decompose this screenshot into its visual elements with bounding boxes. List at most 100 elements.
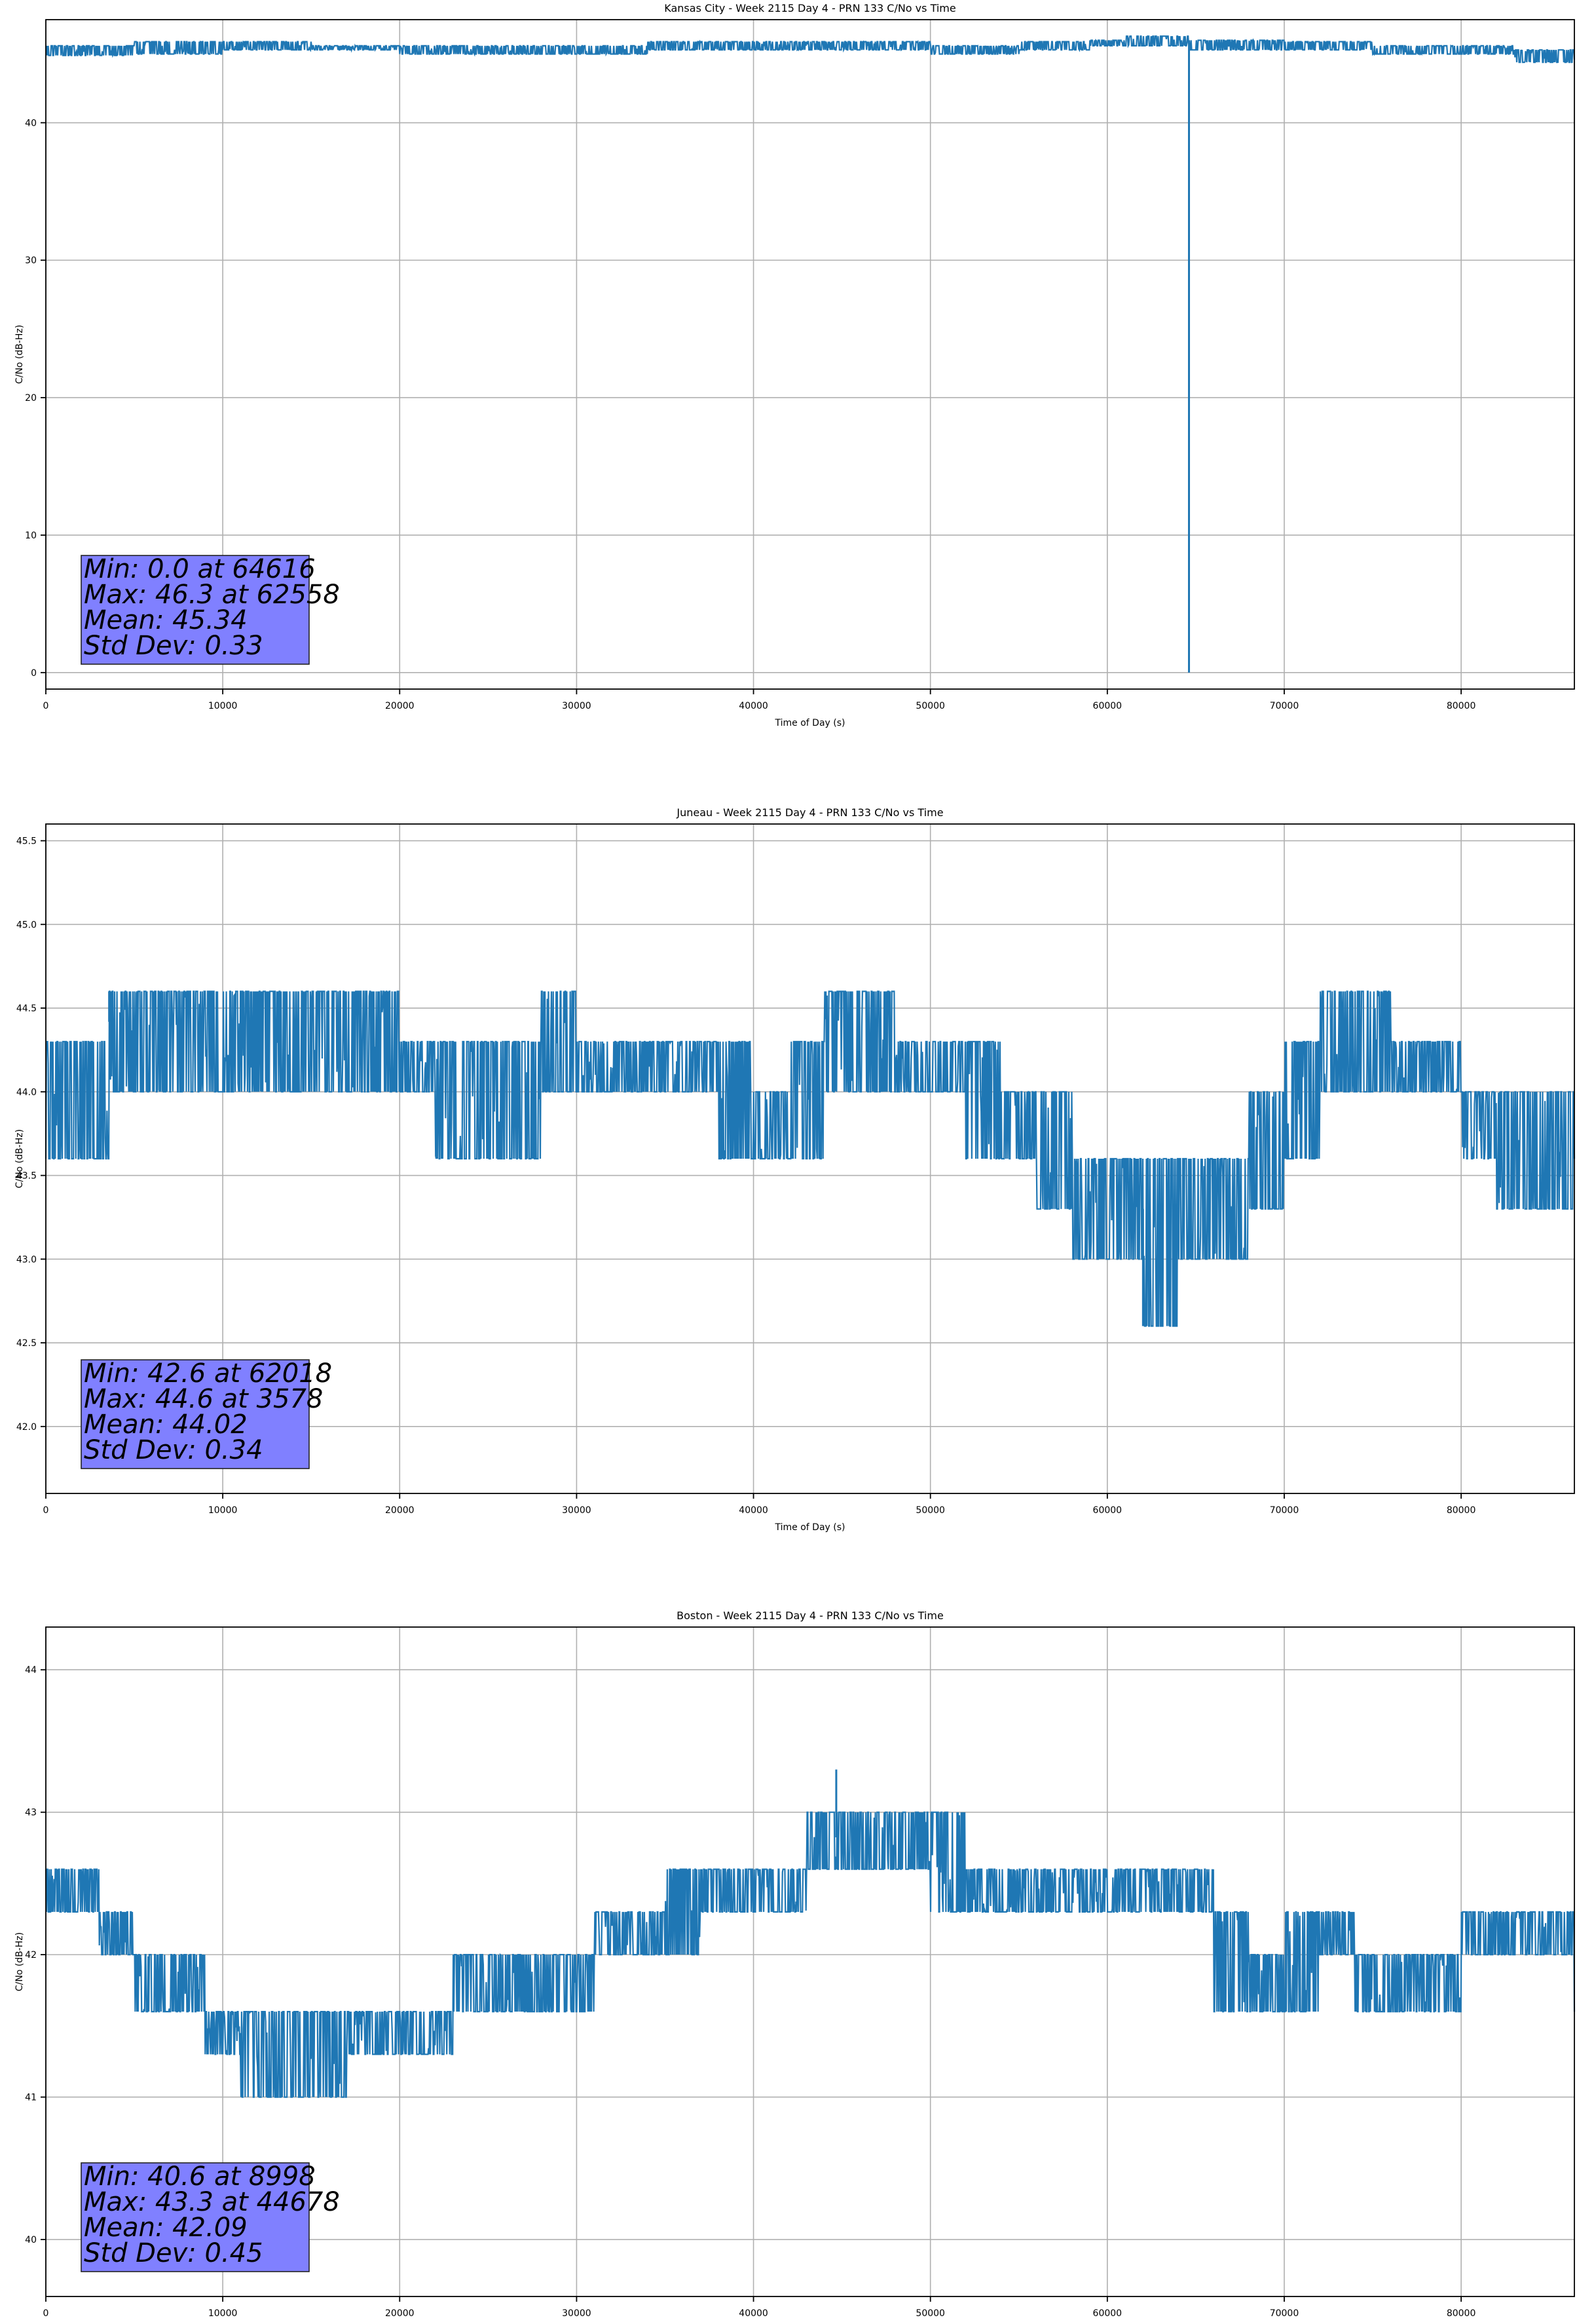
stats-min-text: Min: 0.0 at 64616 [84,554,316,584]
chart-kansas-city: 0 10000 20000 30000 40000 50000 60000 70000 8000… [14,2,1576,728]
data-point [98,1911,99,1912]
data-point [1319,1911,1320,1912]
data-point [399,1041,400,1042]
axes-frame [45,1626,1575,2297]
data-point [682,1041,683,1042]
stats-max-text: Max: 46.3 at 62558 [84,580,340,610]
y-tick-label: 43 [25,1808,37,1818]
y-axis-label: C/No (dB-Hz) [14,325,25,384]
x-tick-label: 0 [43,2308,49,2319]
data-point [1248,1158,1249,1159]
data-point [788,1091,789,1092]
data-point [1496,1911,1497,1912]
chart-title: Kansas City - Week 2115 Day 4 - PRN 133 … [664,2,955,14]
data-point [311,1041,312,1042]
stats-mean-text: Mean: 44.02 [84,1410,248,1440]
y-tick-label: 30 [25,255,37,266]
y-tick-label: 41 [25,2093,37,2103]
chart-title: Boston - Week 2115 Day 4 - PRN 133 C/No … [677,1609,944,1622]
data-point [859,1041,860,1042]
x-tick-label: 80000 [1447,2308,1476,2319]
y-tick-label: 44 [25,1665,37,1676]
data-point [824,1041,825,1042]
x-tick-label: 80000 [1447,701,1476,711]
x-tick-label: 10000 [208,1505,238,1516]
x-tick-label: 0 [43,1505,49,1516]
data-point [311,45,312,46]
data-point [576,1041,577,1042]
y-tick-label: 20 [25,393,37,403]
y-tick-label: 45.5 [16,836,37,847]
data-point [647,45,648,46]
x-tick-label: 40000 [739,701,768,711]
data-point [753,1158,754,1159]
data-point [1461,1911,1462,1912]
data-point [1195,45,1196,46]
x-tick-label: 20000 [385,701,415,711]
data-point [151,991,152,992]
y-tick-label: 43.5 [16,1171,37,1182]
y-tick-label: 42.5 [16,1338,37,1349]
data-point [1496,1158,1497,1159]
axes-frame [45,19,1575,690]
data-point [364,1041,365,1042]
x-tick-label: 70000 [1270,2308,1299,2319]
y-tick-label: 40 [25,2235,37,2245]
x-tick-label: 50000 [916,701,945,711]
chart-title: Juneau - Week 2115 Day 4 - PRN 133 C/No … [676,806,943,819]
stats-stddev-text: Std Dev: 0.34 [84,1435,263,1465]
data-point [1461,1158,1462,1159]
data-point [1514,55,1515,56]
stats-mean-text: Mean: 42.09 [84,2213,248,2243]
data-point [594,1911,595,1912]
x-tick-label: 50000 [916,2308,945,2319]
x-tick-label: 70000 [1270,701,1299,711]
x-tick-label: 50000 [916,1505,945,1516]
x-tick-label: 40000 [739,1505,768,1516]
stats-min-text: Min: 40.6 at 8998 [84,2162,316,2192]
data-point [1354,1041,1355,1042]
stats-min-text: Min: 42.6 at 62018 [84,1359,332,1389]
stats-stddev-text: Std Dev: 0.45 [84,2238,263,2268]
data-point [311,2054,312,2055]
data-point [258,1041,259,1042]
x-tick-label: 80000 [1447,1505,1476,1516]
series-line [45,35,1576,64]
y-tick-label: 40 [25,118,37,128]
y-tick-label: 44.0 [16,1087,37,1098]
x-tick-label: 40000 [739,2308,768,2319]
data-point [1089,45,1090,46]
stats-box [81,555,310,665]
data-point [629,1911,630,1912]
data-point [435,1091,436,1092]
data-point [1018,45,1019,46]
x-tick-label: 70000 [1270,1505,1299,1516]
y-tick-label: 45.0 [16,920,37,930]
x-axis-label: Time of Day (s) [775,1522,845,1533]
stats-box [81,1359,310,1469]
data-point [1152,36,1153,37]
data-point [753,45,754,46]
series-line [45,1811,1576,2098]
y-tick-label: 42 [25,1950,37,1960]
y-tick-label: 43.0 [16,1254,37,1265]
x-tick-label: 10000 [208,2308,238,2319]
x-tick-label: 60000 [1093,701,1122,711]
x-tick-label: 30000 [562,2308,591,2319]
stats-max-text: Max: 44.6 at 3578 [84,1384,323,1414]
y-tick-label: 10 [25,531,37,541]
stats-max-text: Max: 43.3 at 44678 [84,2187,340,2217]
series-line [45,990,1576,1327]
x-tick-label: 60000 [1093,1505,1122,1516]
data-point [541,1041,542,1042]
stats-mean-text: Mean: 45.34 [84,605,248,635]
y-axis-label: C/No (dB-Hz) [14,1129,25,1188]
x-tick-label: 20000 [385,2308,415,2319]
data-point [1036,1158,1037,1159]
chart-boston: 0 10000 20000 30000 40000 50000 60000 70000 8000… [14,1609,1576,2319]
x-tick-label: 0 [43,701,49,711]
data-point [930,1041,931,1042]
axes-frame [45,823,1575,1494]
x-axis-label: Time of Day (s) [775,718,845,728]
data-point [965,1041,966,1042]
